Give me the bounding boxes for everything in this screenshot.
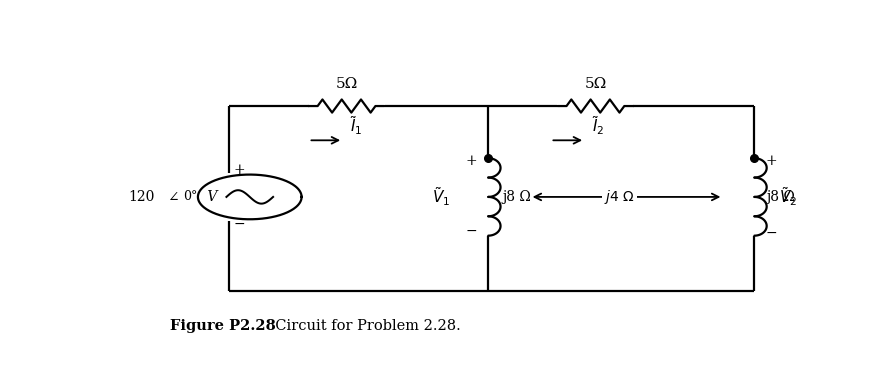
Text: −: −: [234, 217, 245, 231]
Text: +: +: [465, 154, 477, 168]
Text: $\tilde{I}_1$: $\tilde{I}_1$: [350, 115, 362, 137]
Text: V: V: [203, 190, 218, 204]
Text: $j4\ \Omega$: $j4\ \Omega$: [604, 188, 635, 206]
Text: −: −: [766, 226, 778, 240]
Text: +: +: [234, 163, 245, 177]
Text: $\tilde{V}_2$: $\tilde{V}_2$: [779, 186, 797, 208]
Text: $\tilde{I}_2$: $\tilde{I}_2$: [592, 115, 604, 137]
Text: +: +: [766, 154, 778, 168]
Text: Circuit for Problem 2.28.: Circuit for Problem 2.28.: [266, 319, 460, 332]
Text: j8 Ω: j8 Ω: [767, 190, 796, 204]
Text: 5Ω: 5Ω: [335, 77, 358, 91]
Text: −: −: [465, 224, 477, 238]
Text: $\tilde{V}_1$: $\tilde{V}_1$: [432, 186, 450, 208]
Text: 0°: 0°: [183, 190, 197, 204]
Text: j8 Ω: j8 Ω: [502, 190, 531, 204]
Text: 120: 120: [128, 190, 155, 204]
Text: ∠: ∠: [167, 190, 178, 204]
Text: Figure P2.28: Figure P2.28: [170, 319, 276, 332]
Text: 5Ω: 5Ω: [584, 77, 607, 91]
